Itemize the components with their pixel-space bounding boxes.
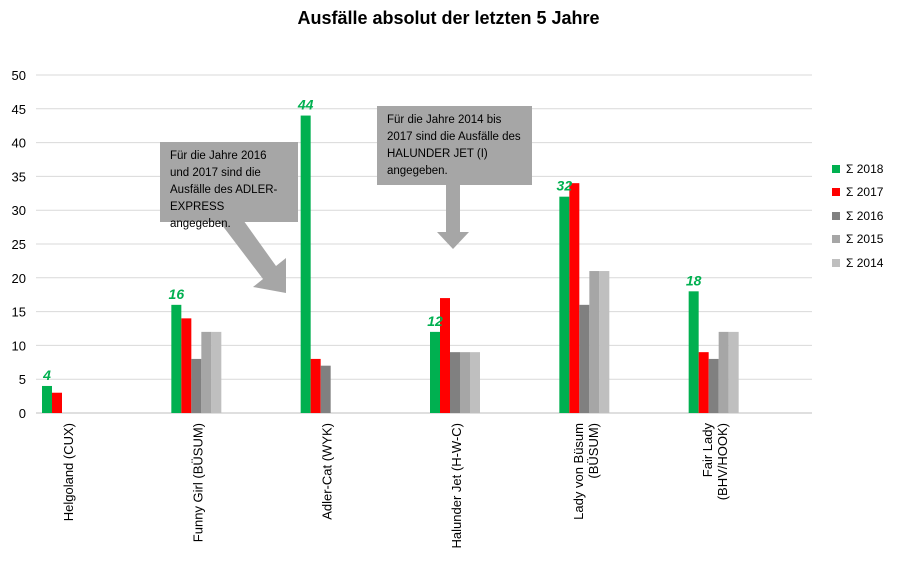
bar: [310, 358, 321, 413]
annotation-arrow: [218, 210, 286, 293]
bar: [52, 392, 62, 413]
bar: [211, 331, 222, 413]
legend-item: Σ 2017: [832, 181, 883, 205]
x-tick-label-line: Lady von Büsum: [571, 423, 586, 520]
legend-label: Σ 2017: [846, 185, 884, 200]
bar: [440, 298, 450, 413]
bar: [320, 365, 331, 413]
y-tick-label: 40: [12, 136, 26, 151]
bar: [569, 183, 580, 413]
bar: [191, 358, 202, 413]
data-label: 12: [427, 313, 443, 329]
data-label: 16: [169, 286, 185, 302]
legend-label: Σ 2016: [846, 208, 884, 223]
bar: [688, 291, 699, 413]
bar: [300, 115, 311, 413]
legend-swatch: [832, 258, 840, 267]
legend-swatch: [832, 211, 840, 220]
y-tick-label: 10: [12, 338, 26, 353]
x-tick-label: Helgoland (CUX): [61, 423, 76, 521]
x-tick-label-line: Fair Lady: [700, 423, 715, 478]
x-tick-label-line: (BÜSUM): [586, 423, 601, 479]
x-tick-label-line: Adler-Cat (WYK): [320, 423, 335, 520]
x-tick-label: Fair Lady (BHV/HOOK): [700, 423, 730, 501]
y-tick-label: 35: [12, 169, 26, 184]
bar: [579, 304, 590, 413]
x-tick-label: Adler-Cat (WYK): [320, 423, 335, 520]
bar: [430, 331, 440, 413]
legend-label: Σ 2018: [846, 161, 884, 176]
legend-swatch: [832, 235, 840, 244]
data-label: 4: [42, 367, 51, 383]
bar: [708, 358, 719, 413]
x-tick-label: Lady von Büsum (BÜSUM): [571, 423, 601, 520]
data-label: 32: [557, 178, 573, 194]
bar: [450, 352, 460, 413]
legend-item: Σ 2016: [832, 204, 883, 228]
y-tick-label: 25: [12, 237, 26, 252]
x-tick-label: Halunder Jet (H-W-C): [449, 423, 464, 548]
legend-label: Σ 2014: [846, 255, 884, 270]
bar: [728, 331, 739, 413]
y-tick-label: 30: [12, 203, 26, 218]
bar: [599, 271, 610, 413]
y-tick-label: 45: [12, 102, 26, 117]
x-tick-label: Funny Girl (BÜSUM): [190, 423, 205, 542]
legend-item: Σ 2015: [832, 228, 883, 252]
annotation-halunder-jet: Für die Jahre 2014 bis 2017 sind die Aus…: [377, 106, 532, 185]
data-label: 18: [686, 272, 702, 288]
y-tick-label: 5: [19, 372, 26, 387]
annotation-arrow: [437, 185, 469, 249]
bar: [470, 352, 480, 413]
y-tick-label: 15: [12, 305, 26, 320]
bar: [559, 196, 570, 413]
x-tick-label-line: Helgoland (CUX): [61, 423, 76, 521]
x-tick-label-line: Funny Girl (BÜSUM): [190, 423, 205, 542]
annotation-adler-express: Für die Jahre 2016 und 2017 sind die Aus…: [160, 142, 298, 230]
data-label: 44: [297, 97, 314, 113]
bar: [201, 331, 212, 413]
x-tick-label-line: Halunder Jet (H-W-C): [449, 423, 464, 548]
bar: [171, 304, 182, 413]
bar: [181, 318, 192, 413]
annotation-halunder-jet-text: Für die Jahre 2014 bis 2017 sind die Aus…: [387, 114, 521, 177]
y-tick-label: 50: [12, 68, 26, 83]
legend: Σ 2018 Σ 2017 Σ 2016 Σ 2015 Σ 2014: [832, 157, 883, 275]
legend-item: Σ 2014: [832, 251, 883, 275]
bar: [718, 331, 729, 413]
bar: [698, 352, 709, 413]
bar: [589, 271, 600, 413]
bar: [460, 352, 470, 413]
bar: [42, 385, 52, 413]
y-tick-label: 0: [19, 406, 26, 421]
annotation-adler-express-text: Für die Jahre 2016 und 2017 sind die Aus…: [170, 150, 278, 230]
legend-item: Σ 2018: [832, 157, 883, 181]
legend-label: Σ 2015: [846, 232, 884, 247]
legend-swatch: [832, 188, 840, 197]
y-tick-label: 20: [12, 271, 26, 286]
chart-title: Ausfälle absolut der letzten 5 Jahre: [297, 8, 600, 28]
x-tick-label-line: (BHV/HOOK): [715, 423, 730, 500]
legend-swatch: [832, 164, 840, 173]
